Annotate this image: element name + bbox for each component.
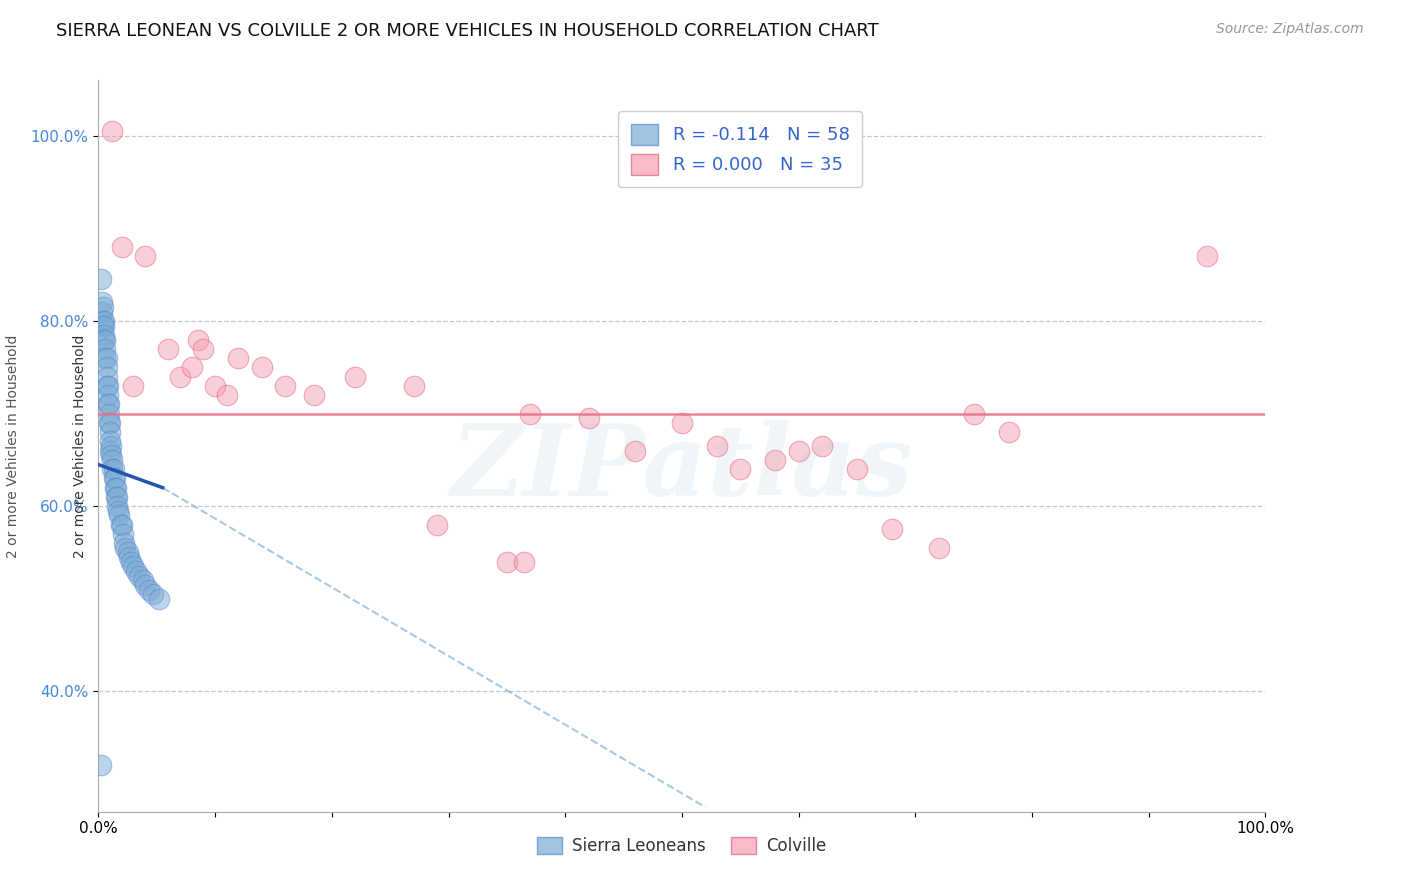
Point [104,481,127,495]
Point [148,591,170,606]
Point [846,462,869,476]
Point [204,379,226,393]
Point [1195,249,1218,263]
Point [97,388,120,402]
Point [98,416,121,430]
Point [496,555,519,569]
Point [250,360,273,375]
Point [96,360,118,375]
Point [90,272,112,286]
Point [122,559,145,574]
Point [90,295,112,310]
Point [93,333,115,347]
Point [997,425,1019,439]
Point [880,522,903,536]
Point [112,536,135,550]
Point [120,555,142,569]
Point [117,545,139,559]
Point [93,327,115,342]
Point [96,379,118,393]
Point [111,240,134,254]
Point [96,351,118,365]
Point [519,407,541,421]
Point [304,388,326,402]
Point [111,527,134,541]
Point [101,462,124,476]
Point [513,555,536,569]
Point [169,369,191,384]
Point [104,490,127,504]
Point [118,550,141,565]
Point [624,443,647,458]
Point [787,443,810,458]
Point [104,481,127,495]
Point [274,379,297,393]
Point [105,490,128,504]
Point [114,541,136,555]
Point [134,578,156,592]
Point [97,379,120,393]
Point [91,314,114,328]
Point [91,318,114,333]
Point [215,388,238,402]
Point [98,443,121,458]
Text: Source: ZipAtlas.com: Source: ZipAtlas.com [1216,22,1364,37]
Point [107,504,129,518]
Point [402,379,425,393]
Point [96,369,118,384]
Y-axis label: 2 or more Vehicles in Household: 2 or more Vehicles in Household [73,334,87,558]
Point [187,333,209,347]
Point [426,517,449,532]
Point [100,439,122,453]
Point [105,499,128,513]
Point [100,448,122,462]
Point [730,462,752,476]
Point [90,758,112,772]
Point [110,517,132,532]
Point [94,333,117,347]
Point [142,587,165,601]
Point [97,397,120,411]
Point [138,582,160,597]
Point [134,249,156,263]
Point [90,304,112,318]
Point [228,351,250,365]
Point [157,342,180,356]
Point [101,124,124,138]
Legend: Sierra Leoneans, Colville: Sierra Leoneans, Colville [530,830,834,862]
Point [91,300,114,314]
Point [180,360,202,375]
Point [578,411,600,425]
Point [125,564,148,578]
Point [763,453,786,467]
Point [101,453,124,467]
Point [103,462,125,476]
Point [93,318,115,333]
Point [94,351,117,365]
Point [128,568,150,582]
Point [122,379,145,393]
Y-axis label: 2 or more Vehicles in Household: 2 or more Vehicles in Household [6,334,20,558]
Point [132,574,155,588]
Point [108,508,131,523]
Point [111,517,134,532]
Point [98,425,121,439]
Point [97,416,120,430]
Point [962,407,984,421]
Point [193,342,215,356]
Point [344,369,367,384]
Point [93,314,115,328]
Point [94,342,117,356]
Text: SIERRA LEONEAN VS COLVILLE 2 OR MORE VEHICLES IN HOUSEHOLD CORRELATION CHART: SIERRA LEONEAN VS COLVILLE 2 OR MORE VEH… [56,22,879,40]
Point [928,541,950,555]
Point [671,416,693,430]
Point [706,439,728,453]
Point [97,397,120,411]
Point [811,439,834,453]
Point [97,407,120,421]
Point [103,471,125,485]
Text: ZIPatlas: ZIPatlas [451,420,912,516]
Point [98,434,121,449]
Point [104,471,127,485]
